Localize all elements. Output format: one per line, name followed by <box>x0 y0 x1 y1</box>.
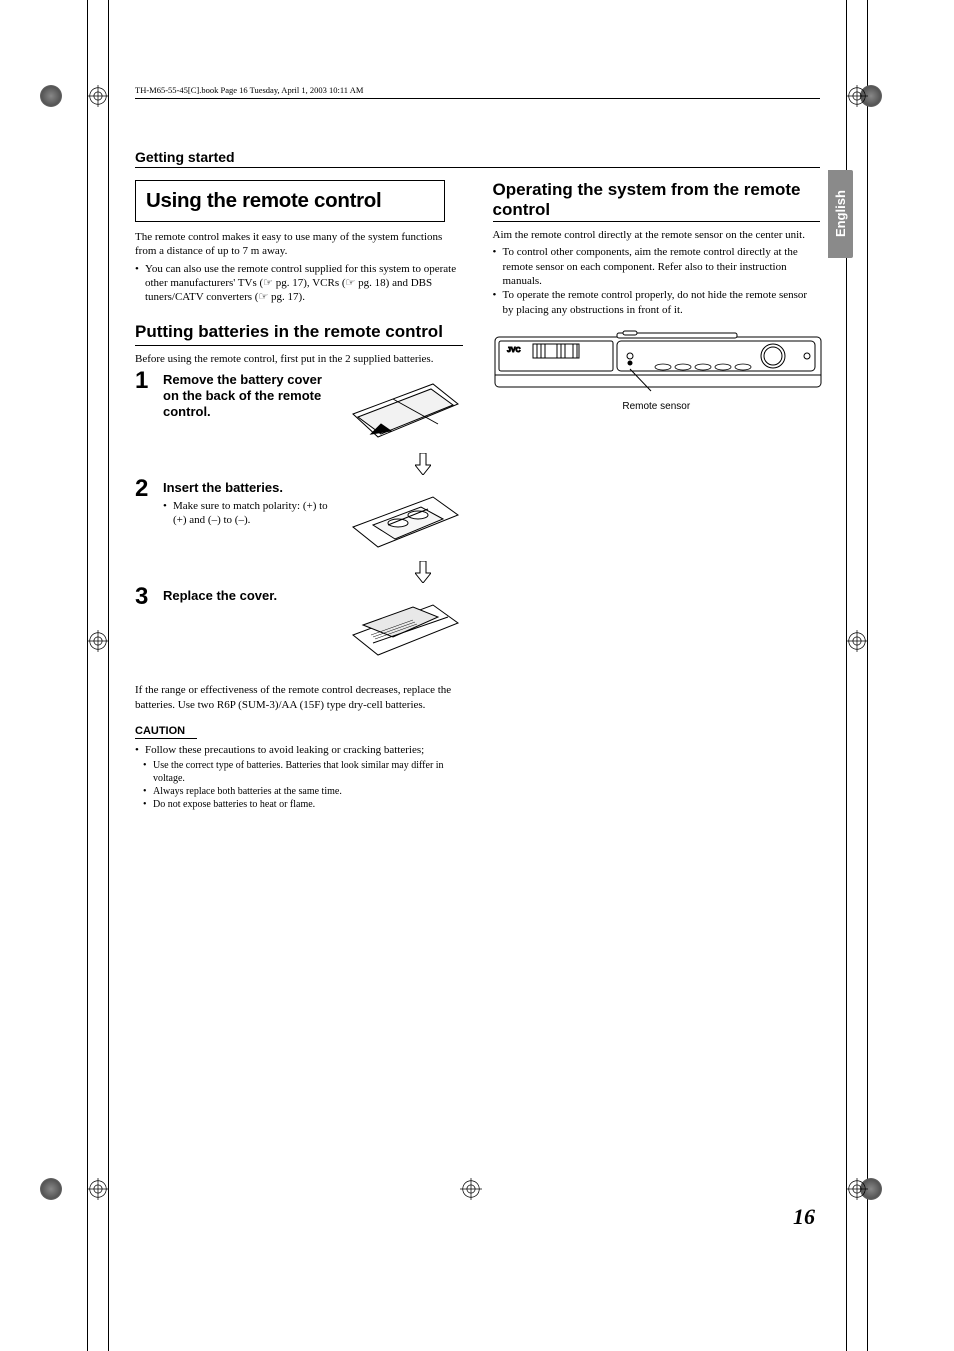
caution-item: Always replace both batteries at the sam… <box>135 785 463 798</box>
step-number: 1 <box>135 369 155 419</box>
left-column: Using the remote control The remote cont… <box>135 180 463 823</box>
step-title: Remove the battery cover on the back of … <box>163 372 335 419</box>
section-heading: Getting started <box>135 149 820 165</box>
subheading-operating: Operating the system from the remote con… <box>493 180 821 219</box>
registration-mark-icon <box>846 85 868 107</box>
remote-insert-batteries-illustration <box>343 477 463 555</box>
right-bullet: To operate the remote control properly, … <box>493 288 821 317</box>
h2-subtext: Before using the remote control, first p… <box>135 352 463 366</box>
registration-mark-icon <box>846 630 868 652</box>
step-subtext: Make sure to match polarity: (+) to (+) … <box>163 499 335 528</box>
registration-mark-icon <box>87 1178 109 1200</box>
subheading-batteries: Putting batteries in the remote control <box>135 322 463 342</box>
printer-dot <box>40 1178 62 1200</box>
right-column: Operating the system from the remote con… <box>493 180 821 823</box>
boxed-title: Using the remote control <box>135 180 445 222</box>
crop-line-right-outer <box>867 0 868 1351</box>
crop-line-left-outer <box>87 0 88 1351</box>
thin-rule <box>493 221 821 222</box>
printer-dot <box>40 85 62 107</box>
caution-heading: CAUTION <box>135 725 197 739</box>
right-bullet: To control other components, aim the rem… <box>493 245 821 288</box>
remote-cover-open-illustration <box>343 369 463 447</box>
step-number: 2 <box>135 477 155 527</box>
page-content: TH-M65-55-45[C].book Page 16 Tuesday, Ap… <box>135 85 820 1250</box>
caution-item: Do not expose batteries to heat or flame… <box>135 798 463 811</box>
intro-bullet: You can also use the remote control supp… <box>135 262 463 305</box>
brand-label: JVC <box>507 347 521 354</box>
center-unit-illustration: JVC <box>493 329 823 399</box>
registration-mark-icon <box>87 630 109 652</box>
book-page-header: TH-M65-55-45[C].book Page 16 Tuesday, Ap… <box>135 85 820 95</box>
caution-item: Use the correct type of batteries. Batte… <box>135 759 463 785</box>
remote-cover-close-illustration <box>343 585 463 663</box>
step-title: Insert the batteries. <box>163 480 335 496</box>
intro-text: The remote control makes it easy to use … <box>135 230 463 259</box>
registration-mark-icon <box>846 1178 868 1200</box>
step-title: Replace the cover. <box>163 588 335 604</box>
right-intro: Aim the remote control directly at the r… <box>493 228 821 242</box>
thin-rule <box>135 345 463 346</box>
after-steps-text: If the range or effectiveness of the rem… <box>135 683 463 712</box>
illustration-caption: Remote sensor <box>493 401 821 412</box>
page-number: 16 <box>793 1204 815 1230</box>
crop-line-left-inner <box>108 0 109 1351</box>
header-rule <box>135 98 820 99</box>
language-tab: English <box>828 170 853 258</box>
section-rule <box>135 167 820 168</box>
caution-lead: Follow these precautions to avoid leakin… <box>135 743 463 757</box>
down-arrow-icon <box>415 453 431 475</box>
registration-mark-icon <box>87 85 109 107</box>
step-number: 3 <box>135 585 155 609</box>
down-arrow-icon <box>415 561 431 583</box>
